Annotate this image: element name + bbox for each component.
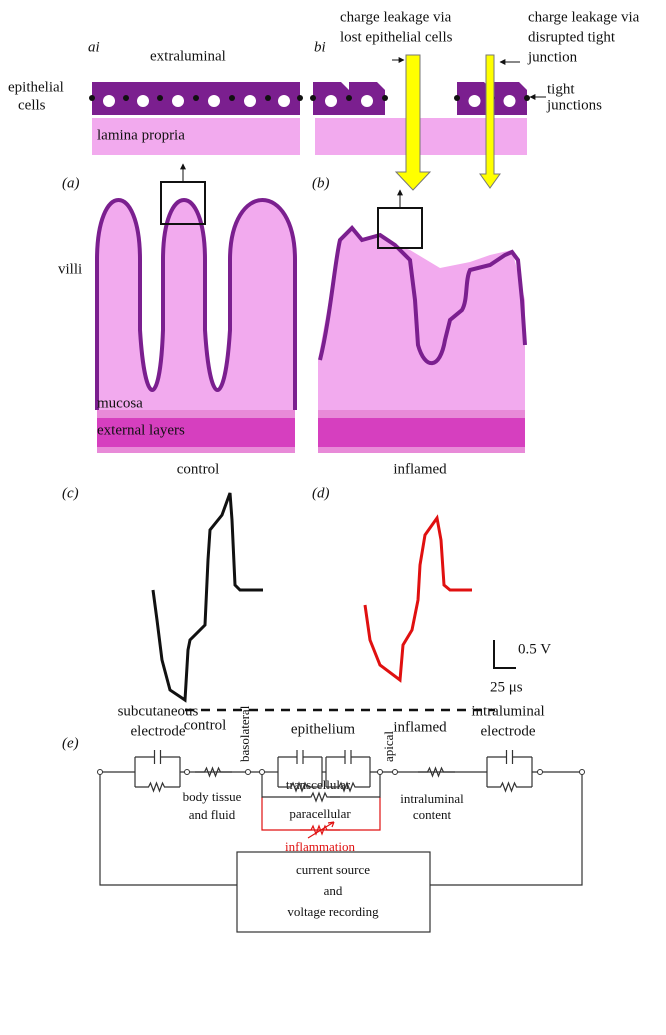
nucleus: [469, 95, 481, 107]
scale-label: 0.5 V: [518, 641, 551, 657]
scale-label: 25 μs: [490, 679, 523, 695]
label: external layers: [97, 422, 185, 438]
label: junction: [527, 49, 578, 65]
tight-junction: [123, 95, 129, 101]
label: voltage recording: [287, 904, 379, 919]
label: electrode: [131, 723, 186, 739]
label: epithelial: [8, 79, 64, 95]
label: cells: [18, 97, 46, 113]
waveforms: (c) (d) 0.5 V 25 μs control inflamed: [62, 485, 551, 735]
caption: inflamed: [393, 719, 447, 735]
panel-b: (b) inflamed: [312, 175, 525, 477]
label: current source: [296, 862, 370, 877]
node: [246, 770, 251, 775]
node: [580, 770, 585, 775]
resistor: [135, 783, 180, 791]
label: intraluminal: [400, 791, 464, 806]
tight-junction: [157, 95, 163, 101]
tight-junction: [310, 95, 316, 101]
nucleus: [504, 95, 516, 107]
node: [378, 770, 383, 775]
panel-label: (a): [62, 175, 80, 191]
label: intraluminal: [471, 703, 544, 719]
panel-label: (c): [62, 485, 79, 501]
label: paracellular: [289, 806, 351, 821]
node: [393, 770, 398, 775]
resistor: [418, 768, 455, 776]
tight-junction: [89, 95, 95, 101]
label: tight: [547, 81, 575, 97]
label: lamina propria: [97, 127, 185, 143]
tight-junction: [454, 95, 460, 101]
circuit: (e) subcutaneous electrode epithelium in…: [62, 703, 585, 932]
label: epithelium: [291, 721, 355, 737]
resistor: [487, 783, 532, 791]
tight-junction: [346, 95, 352, 101]
label: subcutaneous: [118, 703, 199, 719]
caption: control: [177, 461, 220, 477]
label: content: [413, 807, 452, 822]
label: inflammation: [285, 839, 356, 854]
panel-ai: ai extraluminal epithelial cells lamina …: [8, 39, 303, 155]
nucleus: [137, 95, 149, 107]
tight-junction: [265, 95, 271, 101]
caption: inflamed: [393, 461, 447, 477]
tight-junction: [193, 95, 199, 101]
panel-label: (e): [62, 735, 79, 751]
nucleus: [103, 95, 115, 107]
label: and fluid: [189, 807, 236, 822]
panel-label: ai: [88, 39, 100, 55]
nucleus: [361, 95, 373, 107]
label: disrupted tight: [528, 29, 616, 45]
label: basolateral: [237, 705, 252, 762]
label: villi: [58, 261, 82, 277]
label: mucosa: [97, 395, 143, 411]
label: lost epithelial cells: [340, 29, 453, 45]
label: body tissue: [183, 789, 242, 804]
nucleus: [244, 95, 256, 107]
panel-bi: bi charge leakage via lost epithelial ce…: [310, 9, 640, 190]
tight-junction: [382, 95, 388, 101]
label: apical: [381, 731, 396, 762]
node: [185, 770, 190, 775]
nucleus: [325, 95, 337, 107]
tight-junction: [524, 95, 530, 101]
node: [98, 770, 103, 775]
panel-label: (d): [312, 485, 330, 501]
wire: [135, 750, 180, 787]
figure: ai extraluminal epithelial cells lamina …: [0, 0, 666, 1035]
label: charge leakage via: [528, 9, 640, 25]
panel-a: (a) villi mucosa external layers control: [58, 164, 295, 477]
tight-junction: [297, 95, 303, 101]
panel-label: bi: [314, 39, 326, 55]
node: [538, 770, 543, 775]
nucleus: [172, 95, 184, 107]
caption: control: [184, 717, 227, 733]
label: electrode: [481, 723, 536, 739]
label: charge leakage via: [340, 9, 452, 25]
panel-label: (b): [312, 175, 330, 191]
label: junctions: [546, 97, 602, 113]
tight-junction: [229, 95, 235, 101]
label: and: [324, 883, 343, 898]
nucleus: [208, 95, 220, 107]
wire: [487, 750, 532, 787]
node: [260, 770, 265, 775]
resistor: [300, 793, 340, 801]
label: extraluminal: [150, 48, 226, 64]
nucleus: [278, 95, 290, 107]
resistor: [195, 768, 232, 776]
